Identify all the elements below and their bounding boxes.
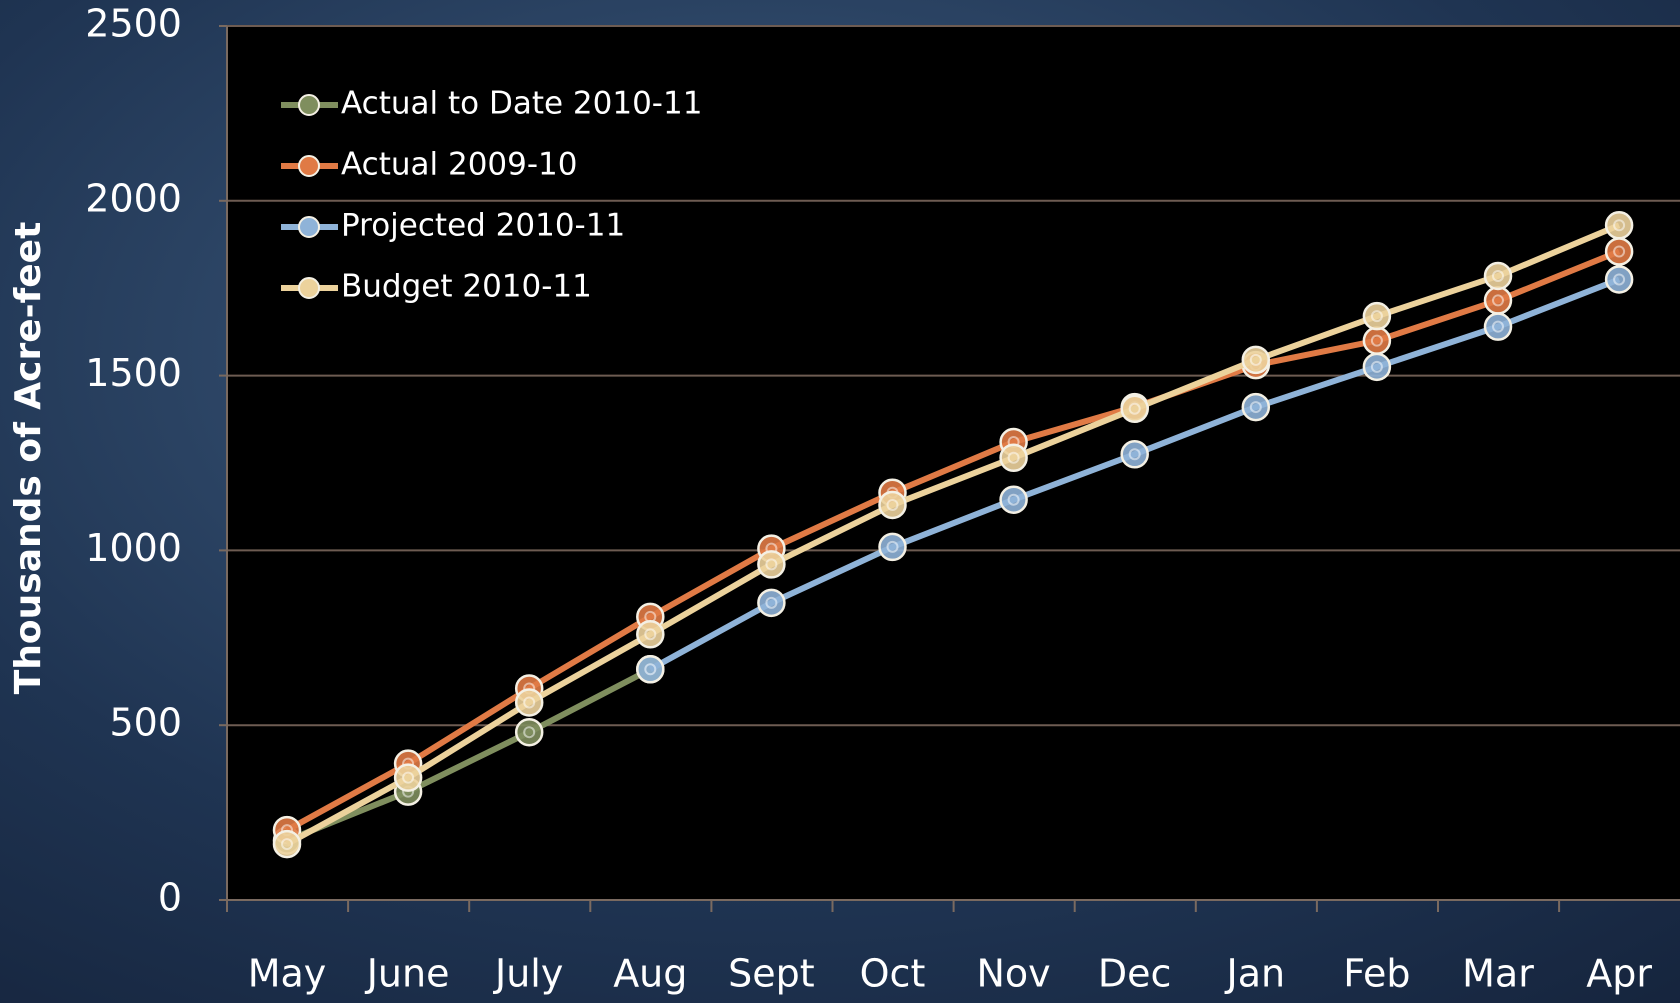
data-point: [1604, 265, 1634, 294]
legend-marker: [298, 277, 320, 299]
data-point-shine: [1492, 320, 1504, 333]
x-tick-label: Dec: [1098, 952, 1172, 996]
plot-area: [227, 26, 1680, 900]
x-tick-label: Jan: [1225, 952, 1286, 996]
data-point-shine: [1128, 402, 1141, 415]
x-tick-label: Aug: [613, 952, 687, 996]
data-point: [999, 443, 1028, 473]
data-point-shine: [1613, 219, 1626, 232]
data-point-shine: [281, 838, 293, 851]
data-point: [636, 655, 665, 684]
y-tick-label: 500: [109, 701, 182, 745]
data-point-shine: [1249, 401, 1262, 414]
legend-label: Actual 2009-10: [341, 147, 578, 183]
x-tick-label: July: [493, 952, 563, 996]
data-point-shine: [1249, 353, 1262, 366]
data-point-shine: [523, 726, 536, 739]
legend-marker: [298, 94, 320, 116]
data-point: [272, 829, 302, 859]
x-tick-label: Apr: [1586, 952, 1652, 996]
data-point: [1483, 261, 1513, 291]
data-point: [636, 620, 665, 649]
data-point-shine: [886, 540, 899, 553]
data-point-shine: [1492, 269, 1504, 282]
x-tick-label: May: [248, 952, 327, 996]
legend-marker: [298, 155, 320, 177]
data-point: [1604, 237, 1634, 266]
data-point: [757, 588, 786, 618]
legend-label: Actual to Date 2010-11: [341, 86, 702, 122]
y-axis-label: Thousands of Acre-feet: [8, 222, 49, 695]
data-point: [1241, 392, 1271, 422]
data-point: [1120, 394, 1149, 424]
data-point-shine: [765, 596, 778, 609]
data-point: [757, 550, 786, 579]
data-point-shine: [644, 628, 657, 641]
data-point: [393, 763, 423, 792]
series-line: [285, 222, 1621, 847]
data-point-shine: [644, 663, 657, 676]
x-tick-label: Nov: [977, 952, 1051, 996]
data-point-shine: [402, 771, 415, 784]
data-point-shine: [1370, 310, 1383, 323]
data-point: [1241, 345, 1271, 375]
data-point-shine: [1613, 245, 1626, 258]
data-point: [878, 490, 907, 520]
y-tick-label: 0: [158, 876, 182, 920]
legend-label: Budget 2010-11: [341, 269, 592, 305]
y-tick-label: 1000: [85, 526, 182, 570]
data-point: [514, 717, 544, 747]
legend-label: Projected 2010-11: [341, 208, 625, 244]
data-point: [1483, 312, 1513, 341]
data-point: [1604, 211, 1634, 240]
data-point: [1362, 352, 1392, 382]
x-tick-label: Oct: [860, 952, 926, 996]
data-point: [1362, 326, 1392, 355]
series-line: [285, 666, 652, 844]
series-line: [285, 248, 1621, 833]
data-point-shine: [1492, 294, 1504, 307]
data-point: [1483, 286, 1513, 315]
data-point: [1362, 301, 1392, 331]
x-tick-label: Mar: [1462, 952, 1534, 996]
data-point-shine: [1007, 451, 1020, 464]
x-tick-label: Feb: [1343, 952, 1410, 996]
y-tick-label: 1500: [85, 351, 182, 395]
legend-marker: [298, 216, 320, 238]
data-point-shine: [765, 558, 778, 571]
data-point-shine: [886, 498, 899, 511]
x-tick-label: Sept: [728, 952, 815, 996]
data-point-shine: [1128, 448, 1141, 461]
data-point: [514, 688, 544, 717]
data-point: [999, 485, 1028, 514]
y-tick-label: 2000: [85, 176, 182, 220]
data-point-shine: [1613, 273, 1626, 286]
y-tick-label: 2500: [85, 2, 182, 46]
data-point-shine: [523, 696, 536, 709]
data-point-shine: [1007, 493, 1020, 506]
x-tick-label: June: [365, 952, 450, 996]
data-point: [1120, 440, 1149, 469]
data-point-shine: [1370, 334, 1383, 347]
data-point-shine: [1370, 360, 1383, 373]
data-point: [878, 532, 907, 562]
